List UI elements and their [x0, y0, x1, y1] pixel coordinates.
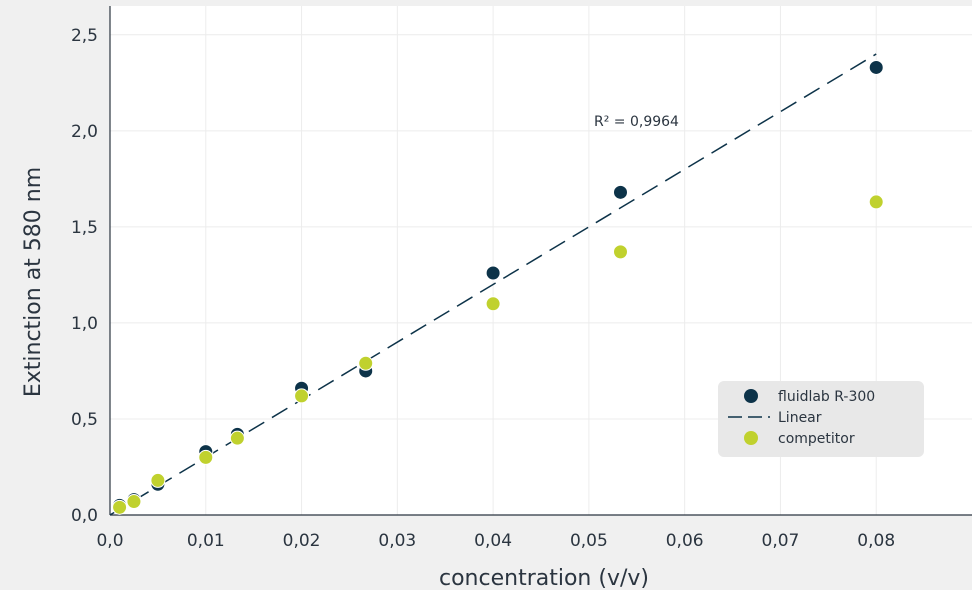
y-tick-label: 0,0	[71, 506, 98, 526]
competitor-point	[612, 244, 628, 260]
competitor-point	[198, 449, 214, 465]
legend: fluidlab R-300 Linear competitor	[718, 381, 924, 457]
x-tick-label: 0,06	[666, 531, 704, 551]
legend-label-fluidlab: fluidlab R-300	[778, 389, 875, 405]
x-tick-label: 0,0	[96, 531, 123, 551]
competitor-point	[485, 296, 501, 312]
y-tick-label: 1,5	[71, 218, 98, 238]
fluidlab-point	[868, 59, 884, 75]
x-tick-label: 0,03	[378, 531, 416, 551]
competitor-point	[229, 430, 245, 446]
x-tick-label: 0,08	[857, 531, 895, 551]
y-axis-title: Extinction at 580 nm	[21, 167, 46, 397]
legend-box	[718, 381, 924, 457]
competitor-point	[126, 494, 142, 510]
y-tick-label: 2,5	[71, 26, 98, 46]
tick-labels: 0,0 0,01 0,02 0,03 0,04 0,05 0,06 0,07 0,08 0,0 0,…	[71, 26, 895, 551]
x-tick-label: 0,01	[187, 531, 225, 551]
x-tick-label: 0,05	[570, 531, 608, 551]
legend-marker-competitor	[744, 431, 758, 445]
legend-marker-fluidlab	[744, 389, 758, 403]
fluidlab-point	[485, 265, 501, 281]
data-marks	[109, 53, 884, 516]
y-tick-label: 1,0	[71, 314, 98, 334]
axes	[109, 6, 972, 516]
x-tick-label: 0,07	[762, 531, 800, 551]
competitor-point	[150, 472, 166, 488]
x-axis-title: concentration (v/v)	[439, 566, 649, 590]
y-tick-label: 0,5	[71, 410, 98, 430]
y-tick-label: 2,0	[71, 122, 98, 142]
competitor-point	[294, 388, 310, 404]
x-tick-label: 0,04	[474, 531, 512, 551]
r-squared-annotation: R² = 0,9964	[594, 114, 679, 130]
legend-label-competitor: competitor	[778, 431, 855, 447]
legend-label-linear: Linear	[778, 410, 822, 426]
gridlines	[110, 6, 972, 515]
competitor-point	[112, 499, 128, 515]
competitor-point	[358, 355, 374, 371]
x-tick-label: 0,02	[283, 531, 321, 551]
competitor-point	[868, 194, 884, 210]
fluidlab-point	[612, 184, 628, 200]
